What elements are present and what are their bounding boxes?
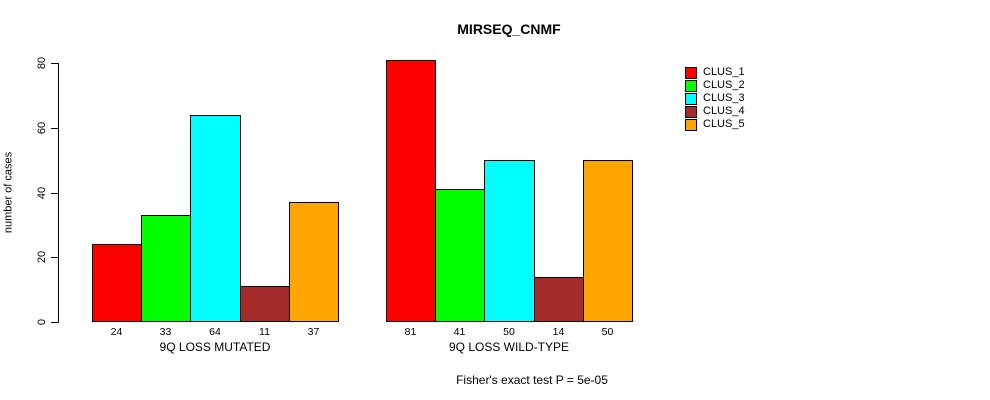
legend-item-clus-2: CLUS_2: [685, 79, 745, 92]
legend-item-clus-3: CLUS_3: [685, 92, 745, 105]
legend-item-clus-5: CLUS_5: [685, 118, 745, 131]
bar-value-label-clus-2-group-1: 33: [159, 326, 172, 338]
y-tick-label: 40: [36, 186, 48, 200]
y-tick: [51, 193, 59, 194]
legend-swatch-clus-4: [685, 105, 697, 118]
y-tick: [51, 322, 59, 323]
bar-value-label-clus-5-group-2: 50: [601, 326, 614, 338]
bar-clus-5-group-2: [583, 160, 633, 322]
legend-label-clus-2: CLUS_2: [703, 79, 745, 91]
legend-label-clus-3: CLUS_3: [703, 92, 745, 104]
bar-clus-1-group-1: [92, 244, 142, 322]
bar-clus-2-group-1: [141, 215, 191, 322]
legend-label-clus-4: CLUS_4: [703, 105, 745, 117]
legend-swatch-clus-2: [685, 79, 697, 92]
bar-value-label-clus-3-group-1: 64: [209, 326, 221, 338]
y-tick: [51, 257, 59, 258]
bar-clus-3-group-2: [484, 160, 535, 322]
legend-label-clus-1: CLUS_1: [703, 66, 745, 78]
bar-value-label-clus-3-group-2: 50: [503, 326, 515, 338]
y-tick: [51, 128, 59, 129]
bar-clus-3-group-1: [190, 115, 241, 322]
y-tick-label: 0: [36, 318, 48, 326]
legend-label-clus-5: CLUS_5: [703, 118, 745, 130]
bar-value-label-clus-5-group-1: 37: [307, 326, 320, 338]
chart-title: MIRSEQ_CNMF: [457, 21, 561, 37]
bar-value-label-clus-4-group-1: 11: [259, 326, 270, 338]
y-axis-label: number of cases: [2, 151, 15, 234]
bar-value-label-clus-4-group-2: 14: [552, 326, 565, 338]
bar-value-label-clus-1-group-2: 81: [404, 326, 417, 338]
legend-swatch-clus-1: [685, 66, 697, 79]
legend: CLUS_1 CLUS_2 CLUS_3 CLUS_4 CLUS_5: [685, 66, 745, 131]
footer-annotation: Fisher's exact test P = 5e-05: [456, 373, 608, 387]
y-tick-label: 80: [36, 56, 48, 70]
bar-value-label-clus-2-group-2: 41: [453, 326, 466, 338]
bar-clus-1-group-2: [386, 60, 436, 322]
bar-clus-5-group-1: [289, 202, 339, 322]
y-tick-label: 20: [36, 250, 48, 264]
y-tick: [51, 63, 59, 64]
legend-item-clus-4: CLUS_4: [685, 105, 745, 118]
bar-clus-4-group-1: [240, 286, 290, 322]
legend-swatch-clus-3: [685, 92, 697, 105]
y-tick-label: 60: [36, 121, 48, 135]
legend-item-clus-1: CLUS_1: [685, 66, 745, 79]
bar-value-label-clus-1-group-1: 24: [110, 326, 123, 338]
bar-clus-2-group-2: [435, 189, 485, 322]
group-label-1: 9Q LOSS MUTATED: [159, 340, 271, 354]
bar-clus-4-group-2: [534, 277, 584, 322]
legend-swatch-clus-5: [685, 118, 697, 131]
group-label-2: 9Q LOSS WILD-TYPE: [448, 340, 570, 354]
